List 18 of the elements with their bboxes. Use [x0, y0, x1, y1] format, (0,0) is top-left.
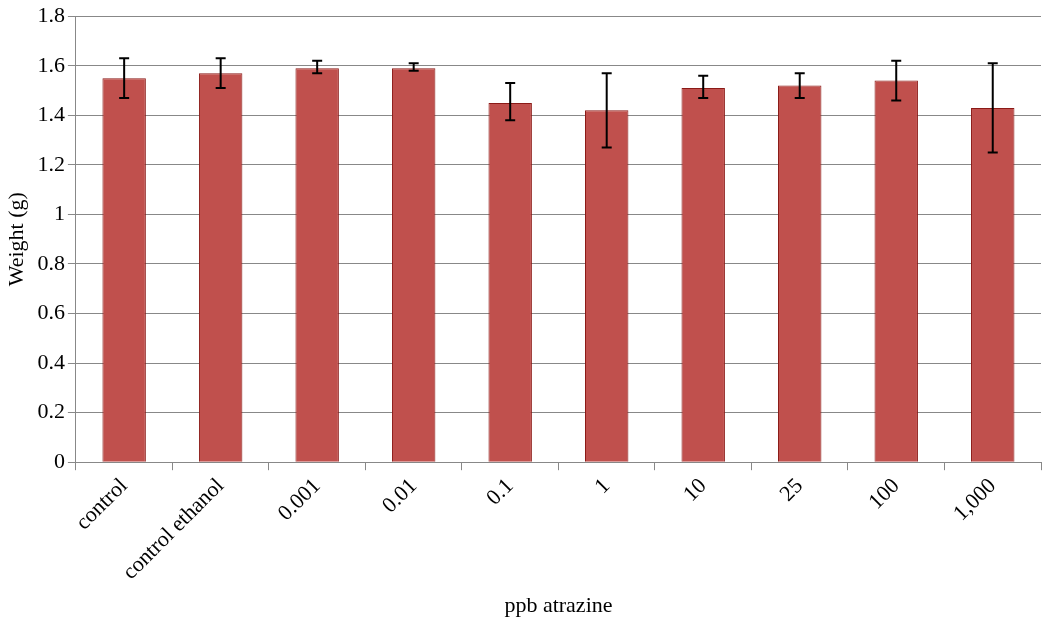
y-tick-label: 0.4	[37, 348, 65, 374]
x-axis-title: ppb atrazine	[504, 591, 613, 617]
x-tick-label: 0.01	[376, 472, 422, 518]
x-tick-label: 100	[862, 472, 904, 514]
x-tick-label: 10	[677, 472, 711, 506]
y-axis-title: Weight (g)	[2, 192, 28, 287]
y-tick-label: 1.8	[37, 1, 65, 27]
y-tick-label: 0	[53, 447, 65, 473]
y-tick-label: 1.6	[37, 51, 65, 77]
x-tick-label: 1	[588, 472, 615, 498]
y-tick-label: 0.2	[37, 398, 65, 424]
x-tick-label: 25	[774, 472, 808, 506]
y-tick-label: 0.6	[37, 299, 65, 325]
x-tick-label: 0.1	[480, 472, 518, 510]
y-tick-label: 0.8	[37, 249, 65, 275]
y-tick-label: 1.4	[37, 101, 65, 127]
y-tick-label: 1	[53, 200, 65, 226]
y-tick-label: 1.2	[37, 150, 65, 176]
